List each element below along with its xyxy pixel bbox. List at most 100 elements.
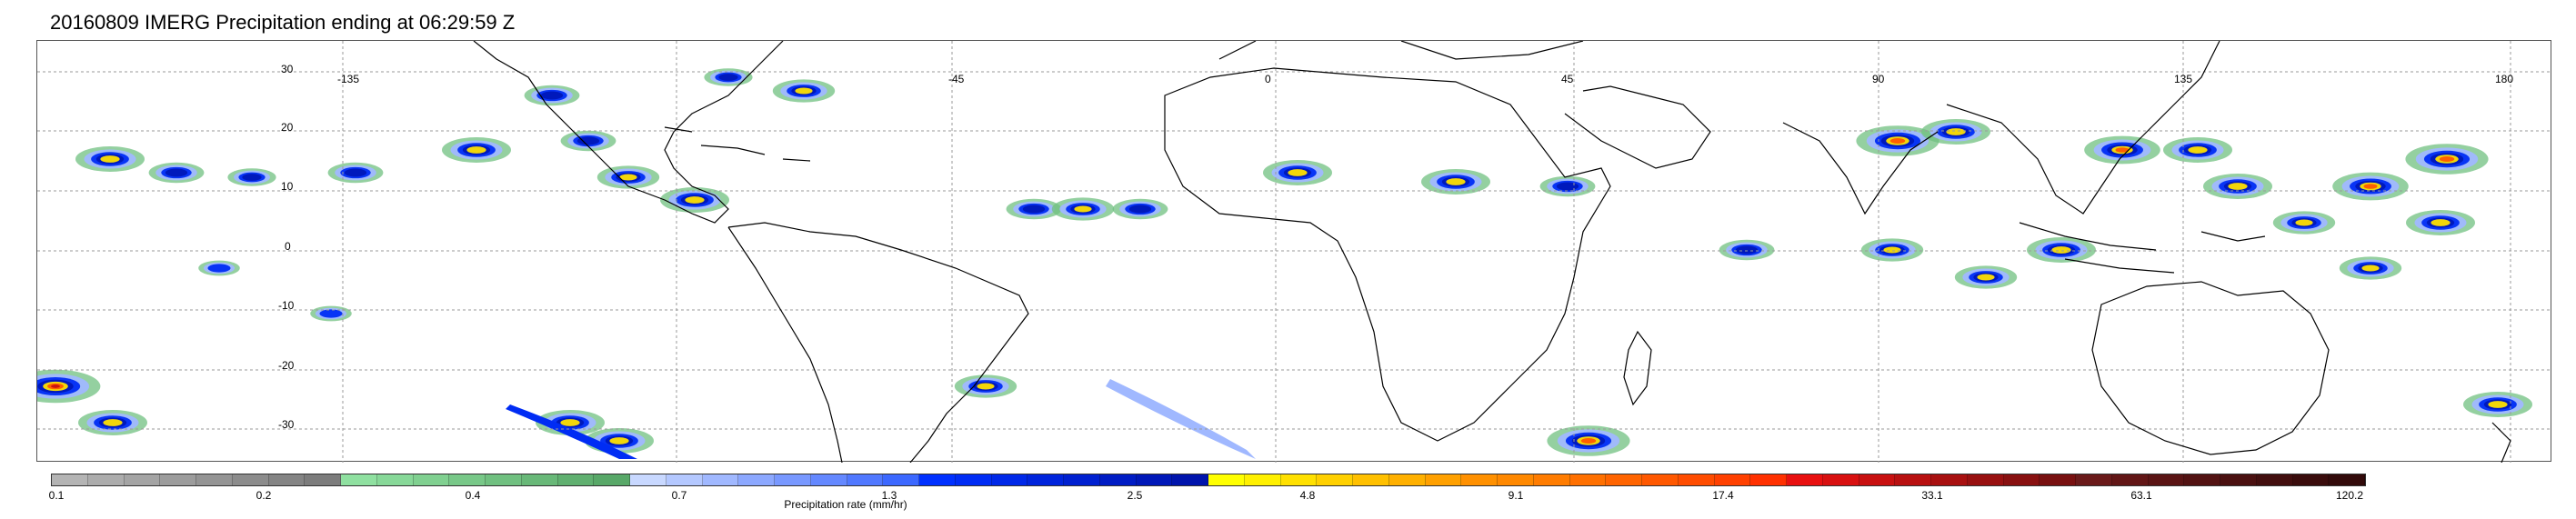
southeast-asia-coast (1946, 41, 2220, 215)
colorbar-swatch (1498, 474, 1534, 485)
lon-label-135: 135 (2174, 73, 2193, 85)
colorbar-tick-0: 0.1 (48, 489, 65, 502)
rain-cluster (2332, 172, 2409, 201)
colorbar-swatch (1461, 474, 1498, 485)
colorbar-swatch (1750, 474, 1787, 485)
caribbean-islands-coast (664, 126, 811, 162)
rain-cluster (1051, 197, 1115, 221)
precipitation-layer (37, 68, 2532, 459)
colorbar-swatch (2184, 474, 2220, 485)
rain-cluster (1719, 239, 1775, 261)
colorbar-swatch (1027, 474, 1064, 485)
colorbar-tick-4: 1.3 (881, 489, 897, 502)
rain-cluster (596, 165, 660, 189)
colorbar-swatch (1606, 474, 1642, 485)
colorbar-swatch (196, 474, 233, 485)
precipitation-map: 30 20 10 0 -10 -20 -30 -135 -45 0 45 90 … (36, 40, 2552, 463)
colorbar (51, 474, 2366, 486)
lat-label-10: 10 (281, 180, 294, 193)
colorbar-swatch (2220, 474, 2257, 485)
rain-cluster (1954, 265, 2018, 289)
new-zealand-coast (2491, 422, 2511, 463)
colorbar-swatch (883, 474, 919, 485)
rain-cluster (227, 168, 276, 186)
colorbar-swatch (2256, 474, 2293, 485)
rain-cluster (2027, 237, 2096, 263)
lat-label-30: 30 (281, 63, 294, 75)
rain-cluster (1112, 198, 1168, 220)
colorbar-swatch (630, 474, 667, 485)
rain-cluster (2084, 135, 2160, 165)
rain-cluster (1263, 160, 1332, 185)
rain-cluster (954, 374, 1017, 398)
colorbar-swatch (1388, 474, 1426, 485)
lon-label-180: 180 (2495, 73, 2514, 85)
colorbar-swatch (232, 474, 269, 485)
colorbar-swatch (124, 474, 161, 485)
graticule (37, 41, 2552, 463)
colorbar-tick-2: 0.4 (465, 489, 481, 502)
colorbar-swatch (1317, 474, 1353, 485)
colorbar-swatch (1678, 474, 1715, 485)
arabia-coast (1564, 85, 1711, 169)
rain-cluster (2406, 210, 2475, 235)
lat-label-minus30: -30 (278, 418, 295, 431)
colorbar-swatch (1533, 474, 1570, 485)
colorbar-swatch (305, 474, 341, 485)
colorbar-swatch (1642, 474, 1679, 485)
rain-cluster (1856, 125, 1940, 156)
lon-label-minus135: -135 (337, 73, 360, 85)
indonesia-coast (2019, 222, 2266, 274)
colorbar-swatch (1244, 474, 1281, 485)
rain-cluster (524, 85, 580, 106)
lat-label-0: 0 (285, 240, 291, 253)
rain-cluster (1547, 425, 1630, 456)
rain-cluster (772, 79, 836, 103)
colorbar-swatch (521, 474, 558, 485)
rain-cluster (560, 130, 616, 152)
rain-cluster (1860, 238, 1924, 262)
colorbar-swatch (1787, 474, 1823, 485)
frontal-rain-band (506, 404, 637, 459)
colorbar-swatch (1064, 474, 1100, 485)
colorbar-swatch (1208, 474, 1245, 485)
colorbar-swatch (1822, 474, 1859, 485)
colorbar-tick-3: 0.7 (671, 489, 687, 502)
rain-cluster (37, 369, 101, 404)
lat-label-minus20: -20 (278, 359, 295, 372)
colorbar-swatch (1931, 474, 1968, 485)
colorbar-label: Precipitation rate (mm/hr) (784, 498, 907, 511)
colorbar-swatch (1099, 474, 1137, 485)
south-america-coast (727, 222, 1029, 463)
colorbar-swatch (1714, 474, 1751, 485)
colorbar-swatch (87, 474, 125, 485)
colorbar-swatch (268, 474, 306, 485)
colorbar-swatch (2040, 474, 2076, 485)
colorbar-tick-8: 17.4 (1712, 489, 1734, 502)
colorbar-swatch (557, 474, 595, 485)
colorbar-swatch (919, 474, 956, 485)
colorbar-swatch (52, 474, 88, 485)
colorbar-tick-10: 63.1 (2130, 489, 2152, 502)
colorbar-tick-1: 0.2 (256, 489, 272, 502)
colorbar-swatch (2111, 474, 2149, 485)
colorbar-swatch (160, 474, 196, 485)
colorbar-swatch (810, 474, 847, 485)
rain-cluster (2463, 392, 2532, 417)
colorbar-swatch (376, 474, 414, 485)
colorbar-tick-11: 120.2 (2335, 489, 2364, 502)
colorbar-swatch (449, 474, 486, 485)
colorbar-swatch (2148, 474, 2185, 485)
europe-coast (1218, 41, 1584, 60)
africa-coast (1164, 67, 1611, 442)
rain-cluster (1421, 169, 1490, 195)
colorbar-tick-6: 4.8 (1299, 489, 1316, 502)
coastlines (473, 41, 2511, 463)
map-title: 20160809 IMERG Precipitation ending at 0… (50, 11, 516, 34)
rain-cluster (1921, 119, 1990, 145)
colorbar-swatch (847, 474, 884, 485)
rain-cluster (148, 162, 205, 184)
colorbar-swatch (775, 474, 811, 485)
rain-cluster (442, 137, 511, 163)
rain-cluster (2272, 211, 2336, 235)
